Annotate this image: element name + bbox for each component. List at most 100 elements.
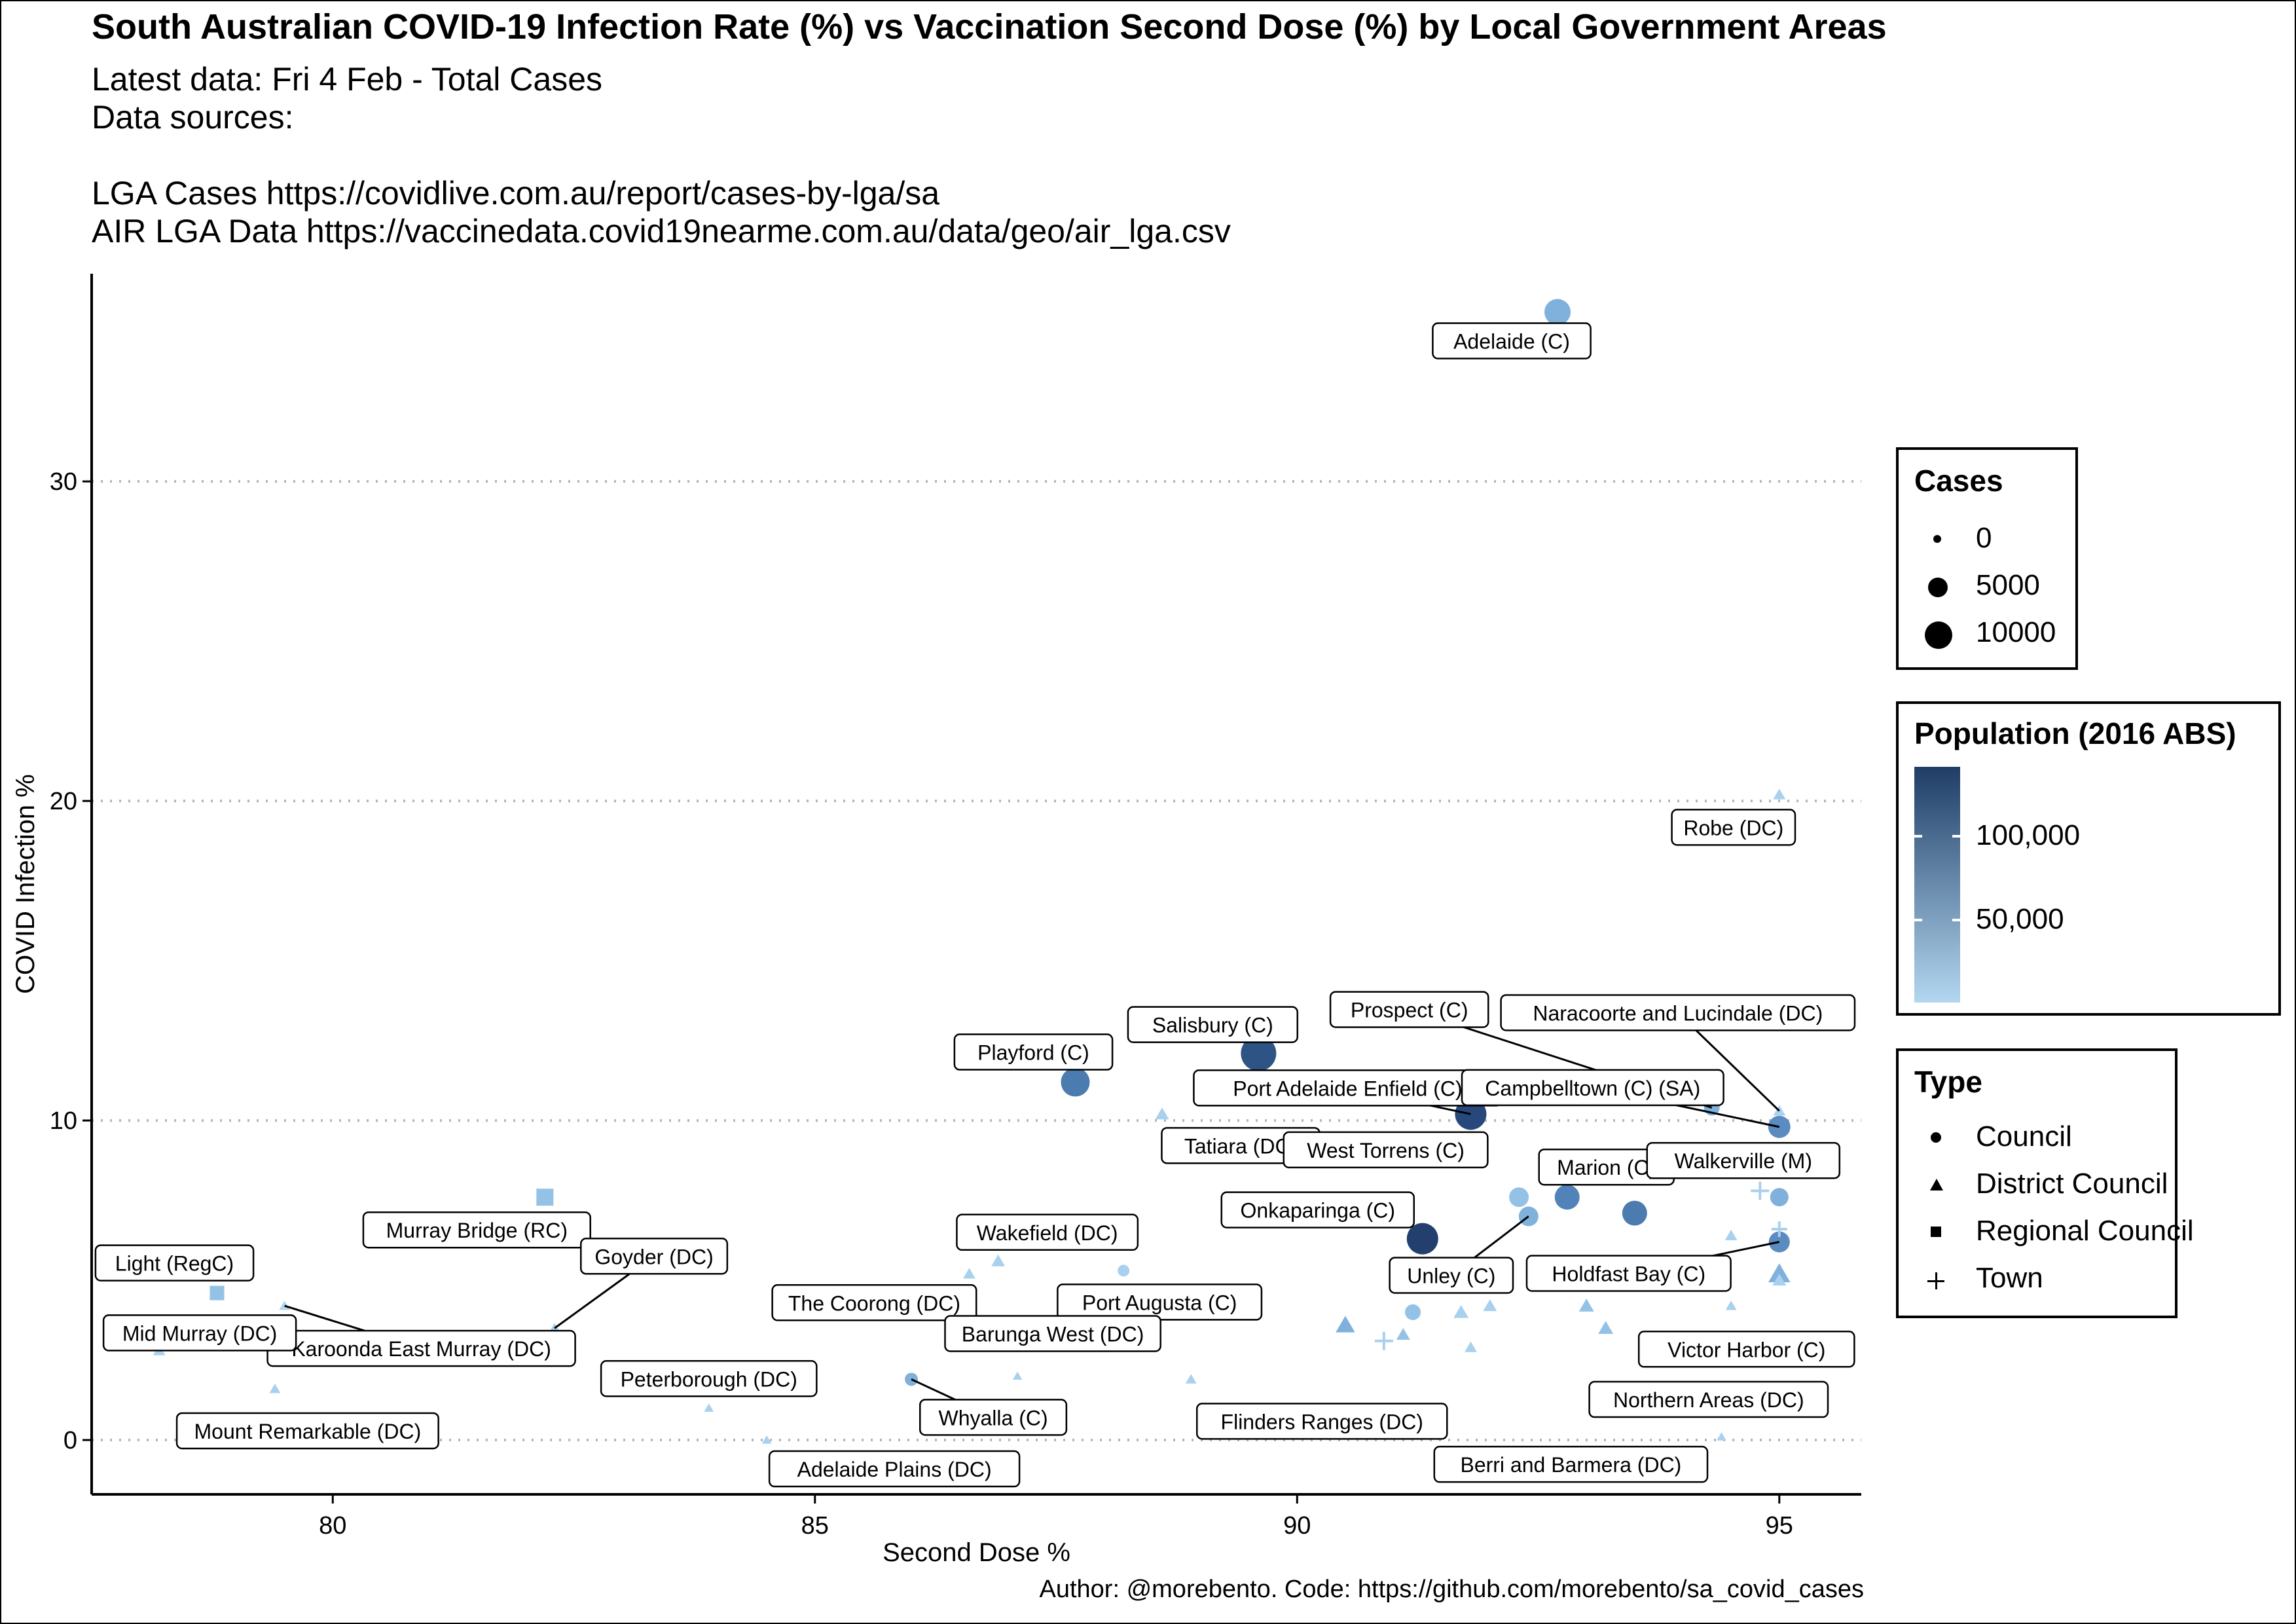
y-tick-label-30: 30 — [50, 468, 77, 496]
legend-type-label-council: Council — [1976, 1120, 2072, 1153]
point-unlabelled-41 — [1598, 1321, 1614, 1335]
subtitle-line-1: Latest data: Fri 4 Feb - Total Cases — [92, 61, 603, 98]
point-light-regc — [210, 1285, 225, 1301]
point-peterborough-dc — [704, 1403, 714, 1412]
data-label-port-adelaide-enfield-c: Port Adelaide Enfield (C) — [1233, 1077, 1462, 1100]
label-box-flinders-ranges-dc — [1195, 1403, 1448, 1440]
point-murray-bridge-rc — [536, 1189, 554, 1206]
legend-cases-label-2: 10000 — [1976, 616, 2056, 648]
label-box-adelaide-c — [1432, 322, 1592, 360]
legend-type-town-icon — [1927, 1272, 1944, 1289]
legend-population-label-50000: 50,000 — [1976, 903, 2064, 935]
label-box-berri-and-barmera-dc — [1433, 1445, 1709, 1483]
point-mount-remarkable-dc — [269, 1383, 281, 1393]
data-label-wakefield-dc: Wakefield (DC) — [977, 1221, 1118, 1245]
point-unlabelled-37 — [1464, 1341, 1477, 1352]
point-unlabelled-35 — [1405, 1304, 1421, 1320]
point-port-augusta-c — [1118, 1264, 1130, 1277]
x-tick-label-85: 85 — [801, 1512, 829, 1540]
subtitle-line-5: AIR LGA Data https://vaccinedata.covid19… — [92, 213, 1231, 249]
point-unlabelled-42 — [1622, 1200, 1647, 1226]
data-label-walkerville-m: Walkerville (M) — [1675, 1149, 1812, 1173]
legend-population-tick-50000-left — [1914, 919, 1922, 921]
y-tick-label-0: 0 — [64, 1427, 77, 1454]
label-box-mid-murray-dc — [102, 1314, 297, 1352]
y-tick-label-10: 10 — [50, 1107, 77, 1135]
point-unlabelled-45 — [1725, 1301, 1737, 1310]
data-label-holdfast-bay-c: Holdfast Bay (C) — [1552, 1263, 1705, 1286]
legend-cases-dot-large — [1925, 621, 1952, 649]
data-label-salisbury-c: Salisbury (C) — [1152, 1014, 1273, 1037]
label-box-walkerville-m — [1646, 1141, 1841, 1179]
legend-population-title: Population (2016 ABS) — [1914, 716, 2236, 750]
point-unlabelled-39 — [1509, 1187, 1529, 1208]
label-box-onkaparinga-c — [1220, 1191, 1415, 1228]
data-label-tatiara-dc: Tatiara (DC) — [1184, 1134, 1297, 1158]
data-label-murray-bridge-rc: Murray Bridge (RC) — [386, 1219, 568, 1242]
data-label-barunga-west-dc: Barunga West (DC) — [962, 1322, 1144, 1346]
point-unlabelled-33 — [1374, 1331, 1393, 1350]
label-box-campbelltown-c-sa — [1461, 1069, 1724, 1107]
label-box-northern-areas-dc — [1588, 1380, 1829, 1418]
point-unlabelled-48 — [1772, 1274, 1787, 1286]
legend-population-tick-50000-right — [1952, 919, 1960, 921]
x-tick-label-90: 90 — [1283, 1512, 1311, 1540]
point-the-coorong-dc — [963, 1268, 975, 1279]
point-wakefield-dc — [991, 1254, 1006, 1266]
point-berri-and-barmera-dc — [1717, 1432, 1726, 1441]
data-label-victor-harbor-c: Victor Harbor (C) — [1667, 1338, 1825, 1361]
point-victor-harbor-c — [1768, 1263, 1791, 1283]
point-unlabelled-36 — [1453, 1304, 1469, 1318]
point-unlabelled-47 — [1771, 1221, 1787, 1237]
x-tick-label-80: 80 — [319, 1512, 346, 1540]
label-box-wakefield-dc — [956, 1213, 1139, 1251]
label-box-victor-harbor-c — [1637, 1331, 1855, 1368]
legend-population-tick-100000-right — [1952, 835, 1960, 838]
point-marion-c — [1554, 1185, 1580, 1210]
legend-type-council-icon — [1931, 1132, 1941, 1143]
legend-type-label-regional-council: Regional Council — [1976, 1215, 2194, 1247]
legend-population-label-100000: 100,000 — [1976, 819, 2081, 851]
label-box-barunga-west-dc — [944, 1315, 1161, 1352]
label-box-unley-c — [1389, 1257, 1514, 1294]
subtitle-line-2: Data sources: — [92, 99, 294, 136]
legend-type-regional-council-icon — [1931, 1227, 1941, 1237]
legend-cases-dot-small — [1933, 535, 1941, 543]
label-box-adelaide-plains-dc — [768, 1450, 1021, 1488]
data-label-goyder-dc: Goyder (DC) — [594, 1245, 713, 1268]
label-box-whyalla-c — [919, 1399, 1068, 1436]
label-box-mount-remarkable-dc — [175, 1412, 439, 1450]
chart-caption: Author: @morebento. Code: https://github… — [1039, 1576, 1865, 1603]
x-tick-label-95: 95 — [1766, 1512, 1793, 1540]
data-label-prospect-c: Prospect (C) — [1351, 999, 1468, 1022]
point-tatiara-dc — [1155, 1107, 1169, 1120]
point-unlabelled-34 — [1396, 1328, 1410, 1340]
point-unlabelled-32 — [1336, 1316, 1355, 1333]
label-box-playford-c — [953, 1033, 1114, 1071]
chart-title: South Australian COVID-19 Infection Rate… — [92, 7, 1887, 46]
data-label-adelaide-plains-dc: Adelaide Plains (DC) — [797, 1458, 992, 1481]
data-label-karoonda-east-murray-dc: Karoonda East Murray (DC) — [291, 1337, 551, 1361]
label-box-naracoorte-and-lucindale-dc — [1500, 994, 1856, 1031]
legend-cases: Cases 0 5000 10000 — [1896, 447, 2078, 670]
data-label-naracoorte-and-lucindale-dc: Naracoorte and Lucindale (DC) — [1533, 1001, 1823, 1025]
legend-cases-title: Cases — [1914, 464, 2003, 498]
label-box-prospect-c — [1329, 991, 1489, 1028]
data-label-flinders-ranges-dc: Flinders Ranges (DC) — [1221, 1410, 1423, 1433]
data-label-playford-c: Playford (C) — [977, 1041, 1089, 1065]
label-box-peterborough-dc — [600, 1360, 818, 1397]
data-label-adelaide-c: Adelaide (C) — [1453, 330, 1570, 354]
data-label-campbelltown-c-sa: Campbelltown (C) (SA) — [1485, 1077, 1700, 1100]
data-label-port-augusta-c: Port Augusta (C) — [1082, 1291, 1237, 1314]
label-box-robe-dc — [1671, 809, 1796, 846]
data-label-northern-areas-dc: Northern Areas (DC) — [1613, 1388, 1804, 1412]
data-label-light-regc: Light (RegC) — [115, 1252, 234, 1276]
point-unlabelled-38 — [1483, 1299, 1497, 1312]
data-label-peterborough-dc: Peterborough (DC) — [621, 1367, 797, 1391]
data-label-unley-c: Unley (C) — [1407, 1264, 1495, 1287]
point-playford-c — [1061, 1067, 1090, 1097]
point-adelaide-plains-dc — [761, 1435, 772, 1444]
legend-type-label-district-council: District Council — [1976, 1168, 2168, 1200]
data-label-west-torrens-c: West Torrens (C) — [1307, 1139, 1465, 1162]
